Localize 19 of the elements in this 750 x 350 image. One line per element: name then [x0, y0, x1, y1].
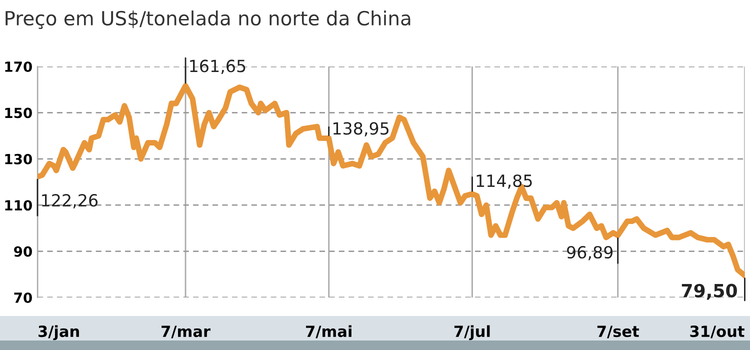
x-tick-label: 7/jul — [454, 325, 490, 340]
x-tick-label: 31/out — [690, 326, 744, 338]
annotation: 114,85 — [476, 174, 532, 189]
x-tick-label: 7/mai — [306, 325, 352, 338]
annotation: 161,65 — [190, 60, 246, 74]
y-tick-label: 130 — [5, 154, 32, 164]
y-tick-label: 90 — [14, 246, 32, 257]
chart-title: Preço em US$/tonelada no norte da China — [6, 10, 410, 30]
annotation: 138,95 — [333, 122, 388, 136]
x-tick-label: 7/mar — [162, 326, 210, 338]
y-tick-label: 70 — [14, 292, 32, 303]
annotation: 79,50 — [682, 284, 737, 300]
x-tick-label: 7/set — [597, 326, 640, 338]
y-tick-label: 110 — [5, 200, 32, 211]
annotation: 96,89 — [567, 246, 613, 260]
x-tick-label: 3/jan — [38, 325, 79, 340]
y-tick-label: 150 — [5, 108, 32, 118]
y-tick-label: 170 — [5, 61, 32, 72]
annotation: 122,26 — [42, 194, 98, 208]
